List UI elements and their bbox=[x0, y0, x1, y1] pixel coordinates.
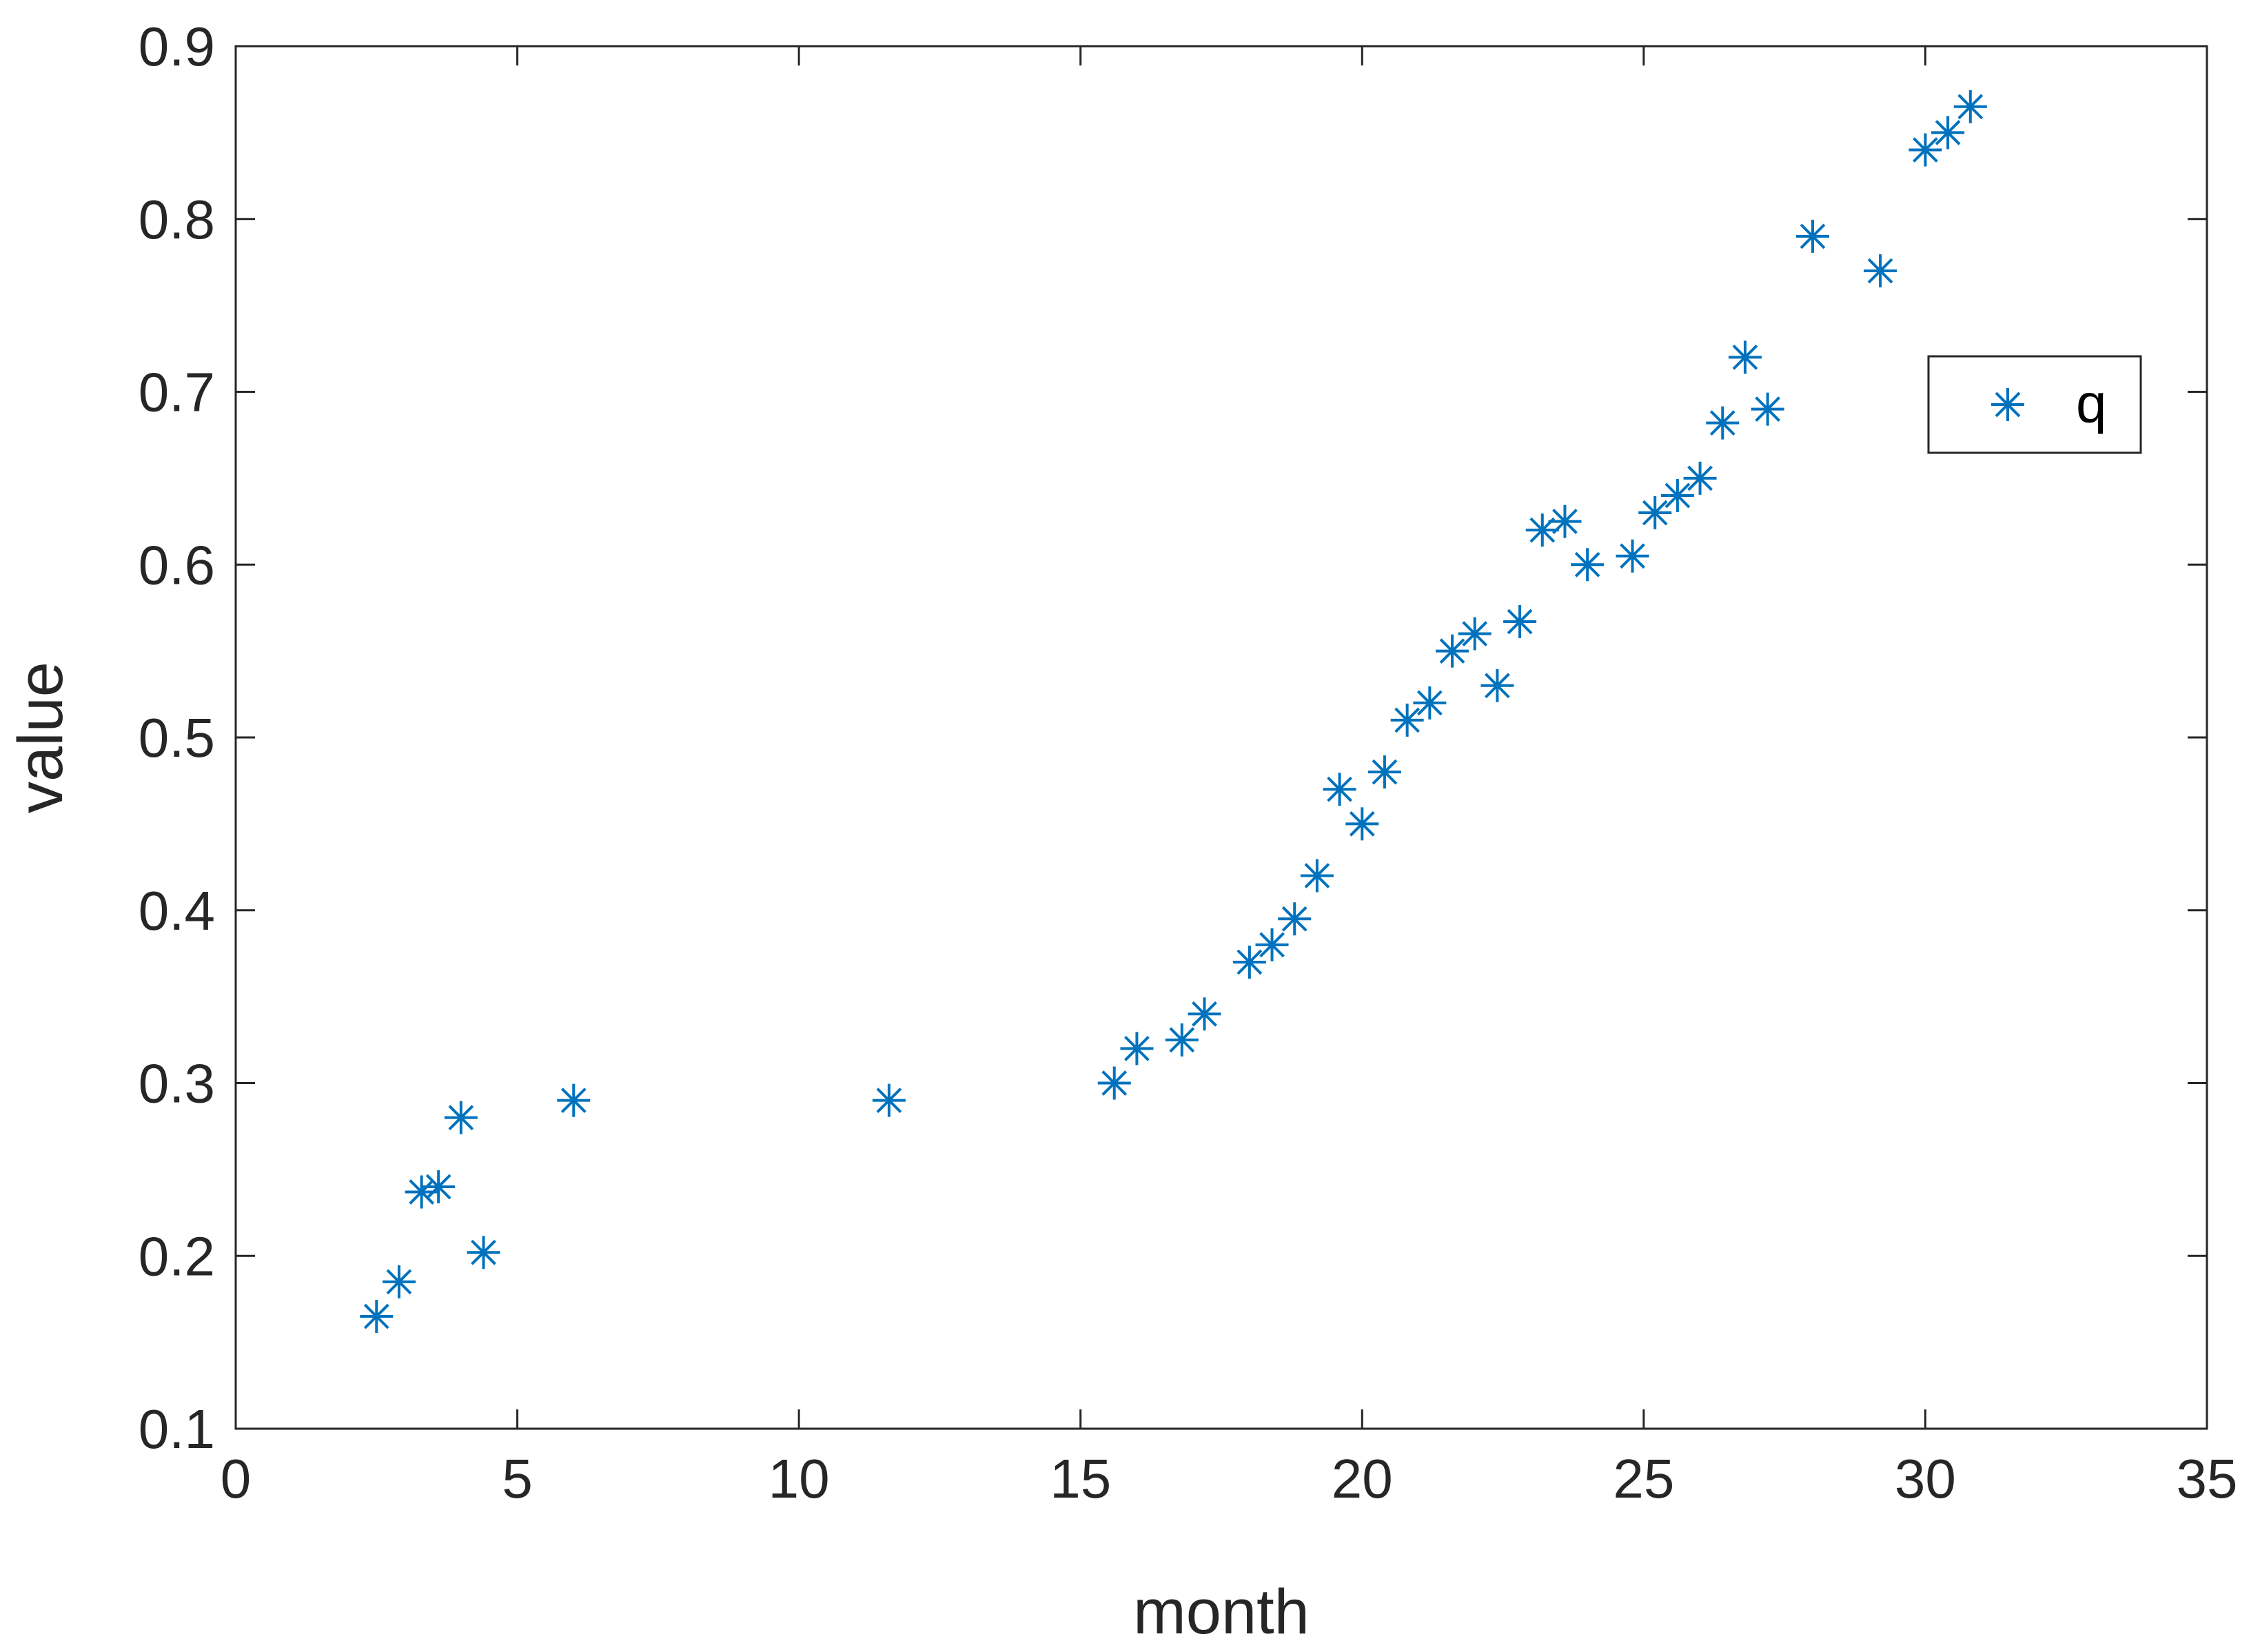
x-tick-label: 35 bbox=[2177, 1448, 2238, 1509]
data-point bbox=[1097, 1066, 1131, 1100]
data-point bbox=[1300, 859, 1334, 893]
data-point bbox=[1367, 755, 1401, 789]
data-markers bbox=[360, 90, 1987, 1334]
x-tick-label: 15 bbox=[1050, 1448, 1111, 1509]
data-point bbox=[1480, 669, 1514, 702]
data-point bbox=[1706, 406, 1740, 440]
data-point bbox=[1323, 773, 1356, 806]
data-point bbox=[557, 1083, 591, 1117]
y-tick-label: 0.2 bbox=[139, 1225, 215, 1287]
data-point bbox=[1616, 539, 1649, 573]
data-point bbox=[1413, 686, 1447, 720]
x-axis-label: month bbox=[1133, 1577, 1310, 1647]
data-point bbox=[1345, 807, 1379, 841]
data-point bbox=[382, 1265, 416, 1298]
data-point bbox=[1796, 219, 1829, 253]
legend: q bbox=[1927, 355, 2142, 454]
data-point bbox=[1638, 496, 1672, 530]
y-tick-label: 0.1 bbox=[139, 1398, 215, 1460]
y-tick-label: 0.6 bbox=[139, 534, 215, 595]
data-point bbox=[1436, 634, 1469, 668]
x-tick-labels: 0 5 10 15 20 25 30 35 bbox=[221, 1448, 2238, 1509]
data-point bbox=[1503, 604, 1537, 638]
data-point bbox=[1864, 254, 1897, 287]
data-point bbox=[1390, 703, 1424, 737]
data-point bbox=[360, 1300, 394, 1334]
data-point bbox=[1660, 478, 1694, 512]
x-tick-label: 10 bbox=[768, 1448, 830, 1509]
legend-marker-icon bbox=[1991, 388, 2024, 421]
data-point bbox=[1931, 116, 1965, 150]
data-point bbox=[1232, 945, 1266, 979]
legend-label-q: q bbox=[2076, 373, 2107, 434]
y-tick-labels: 0.1 0.2 0.3 0.4 0.5 0.6 0.7 0.8 0.9 bbox=[139, 16, 215, 1460]
data-point bbox=[1548, 504, 1582, 538]
plot-area bbox=[236, 46, 2207, 1429]
legend-box bbox=[1927, 355, 2142, 454]
y-tick-label: 0.5 bbox=[139, 707, 215, 768]
data-point bbox=[1255, 928, 1289, 961]
data-point bbox=[1908, 133, 1942, 167]
y-tick-label: 0.3 bbox=[139, 1053, 215, 1114]
data-point bbox=[1953, 90, 1987, 123]
y-tick-label: 0.9 bbox=[139, 16, 215, 77]
data-point bbox=[1165, 1023, 1199, 1057]
x-tick-label: 20 bbox=[1332, 1448, 1393, 1509]
data-point bbox=[1571, 548, 1605, 582]
data-point bbox=[1525, 513, 1559, 547]
data-point bbox=[1458, 617, 1492, 651]
y-tick-label: 0.7 bbox=[139, 362, 215, 423]
data-point bbox=[444, 1101, 478, 1134]
x-tick-label: 0 bbox=[221, 1448, 252, 1509]
x-tick-label: 25 bbox=[1613, 1448, 1674, 1509]
plot-frame bbox=[234, 45, 2208, 1430]
legend-marker-q bbox=[1991, 388, 2024, 421]
data-point bbox=[1728, 340, 1762, 374]
x-tick-label: 5 bbox=[502, 1448, 533, 1509]
y-tick-label: 0.4 bbox=[139, 880, 215, 941]
data-point bbox=[422, 1170, 456, 1203]
y-tick-label: 0.8 bbox=[139, 189, 215, 250]
data-point bbox=[1683, 461, 1717, 495]
data-point bbox=[1120, 1032, 1154, 1065]
x-tick-label: 30 bbox=[1895, 1448, 1956, 1509]
data-point bbox=[1751, 392, 1784, 426]
data-point bbox=[872, 1083, 906, 1117]
data-point bbox=[1188, 997, 1221, 1031]
data-point bbox=[467, 1236, 500, 1269]
data-point bbox=[1278, 902, 1312, 936]
y-axis-label: value bbox=[6, 662, 76, 813]
